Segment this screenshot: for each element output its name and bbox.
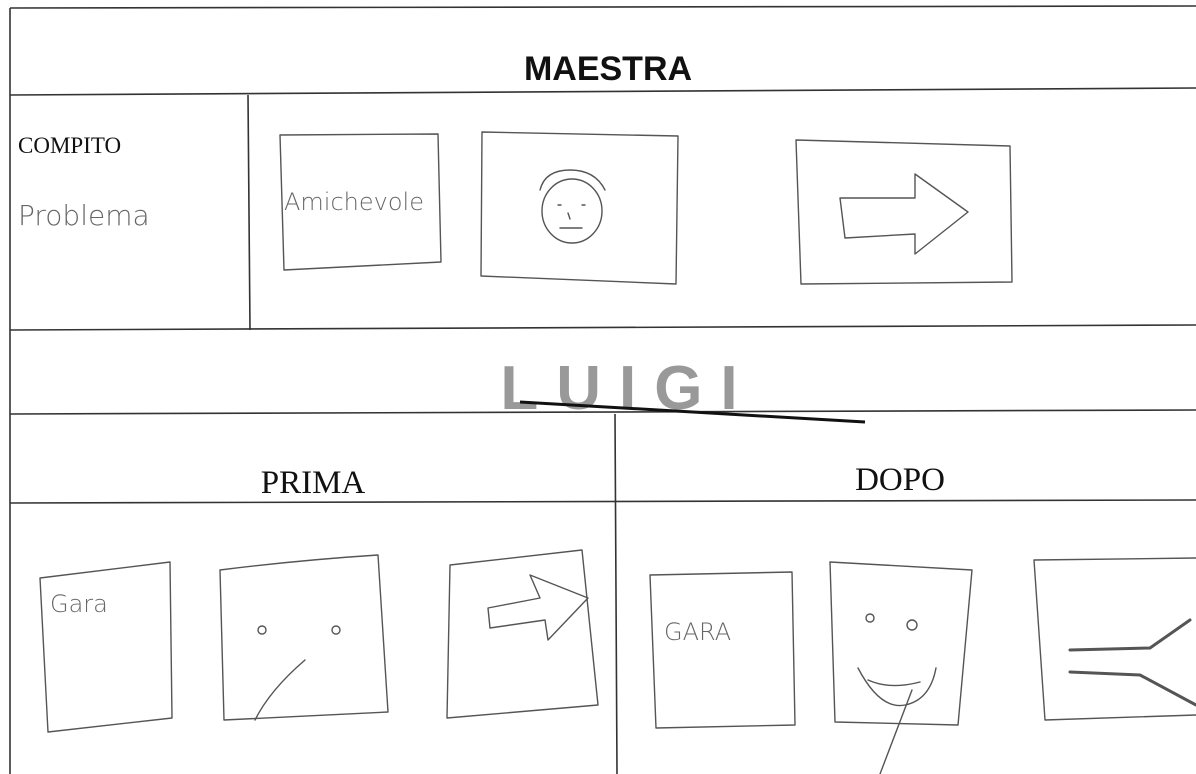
before-cards: Gara <box>39 549 599 733</box>
table-grid <box>9 5 1196 774</box>
card-text: Amichevole <box>284 188 424 216</box>
column-title: DOPO <box>855 462 945 498</box>
field-label: COMPITO <box>18 133 121 158</box>
section-title: MAESTRA <box>524 50 692 88</box>
field-value: Problema <box>18 199 150 232</box>
task-cards: Amichevole <box>279 131 1013 285</box>
underline <box>519 400 866 424</box>
card-text: Gara <box>50 590 108 618</box>
card-text: GARA <box>664 618 731 646</box>
column-title: PRIMA <box>261 465 366 501</box>
after-cards: GARA <box>649 557 1196 774</box>
